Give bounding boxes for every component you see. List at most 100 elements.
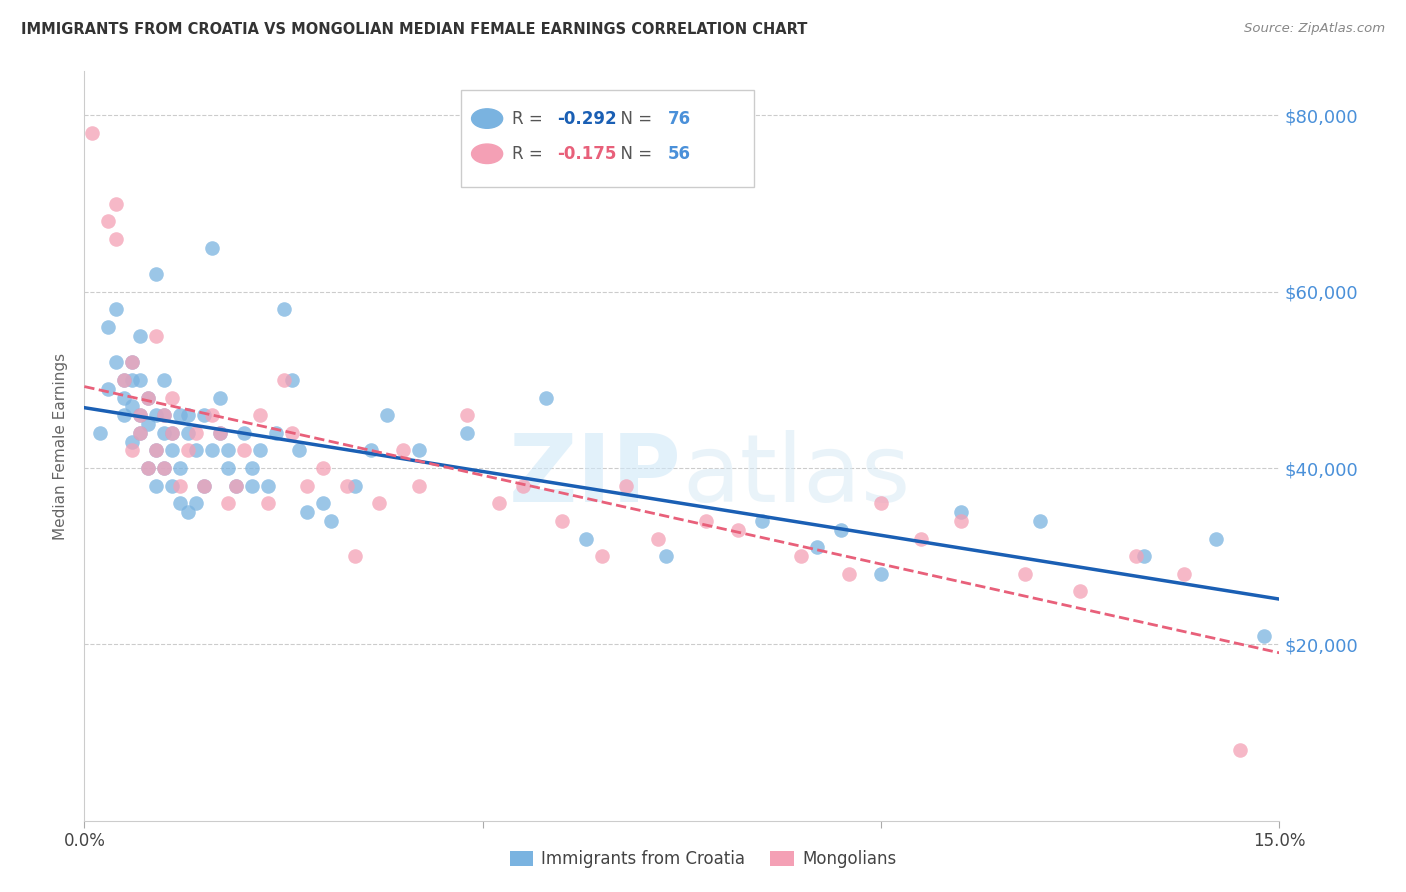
Point xyxy=(727,523,749,537)
Point xyxy=(112,391,135,405)
Point xyxy=(240,461,263,475)
Point xyxy=(870,496,893,510)
Point xyxy=(82,126,104,140)
Point xyxy=(512,478,534,492)
Point xyxy=(408,443,430,458)
Circle shape xyxy=(471,144,503,163)
Point xyxy=(136,391,159,405)
Point xyxy=(312,496,335,510)
Point xyxy=(160,478,183,492)
Point xyxy=(201,241,224,255)
Point xyxy=(456,408,478,422)
Point xyxy=(949,514,972,528)
Point xyxy=(256,478,278,492)
Point xyxy=(575,532,598,546)
Point xyxy=(225,478,247,492)
Point xyxy=(344,549,367,564)
Point xyxy=(1125,549,1147,564)
Point xyxy=(129,408,152,422)
Point xyxy=(408,478,430,492)
Text: N =: N = xyxy=(610,145,658,162)
Text: ZIP: ZIP xyxy=(509,430,682,522)
Point xyxy=(169,461,191,475)
Point xyxy=(169,408,191,422)
Point xyxy=(264,425,287,440)
Point xyxy=(232,443,254,458)
Point xyxy=(145,478,167,492)
Point xyxy=(169,496,191,510)
Point xyxy=(121,434,143,449)
Point xyxy=(806,541,828,555)
Point xyxy=(145,328,167,343)
Point xyxy=(153,461,176,475)
Point xyxy=(838,566,860,581)
Point xyxy=(321,514,343,528)
Text: IMMIGRANTS FROM CROATIA VS MONGOLIAN MEDIAN FEMALE EARNINGS CORRELATION CHART: IMMIGRANTS FROM CROATIA VS MONGOLIAN MED… xyxy=(21,22,807,37)
Point xyxy=(695,514,717,528)
Point xyxy=(790,549,813,564)
Point xyxy=(160,425,183,440)
Point xyxy=(1205,532,1227,546)
Point xyxy=(655,549,678,564)
Point xyxy=(136,461,159,475)
Point xyxy=(1133,549,1156,564)
Point xyxy=(1253,628,1275,642)
Point xyxy=(129,425,152,440)
Point xyxy=(591,549,613,564)
Point xyxy=(105,302,128,317)
Point xyxy=(910,532,932,546)
Point xyxy=(751,514,773,528)
Point xyxy=(105,196,128,211)
Point xyxy=(249,443,271,458)
Point xyxy=(949,505,972,519)
Point xyxy=(97,382,120,396)
Point xyxy=(112,373,135,387)
Point xyxy=(208,425,231,440)
Point xyxy=(145,267,167,281)
Point xyxy=(145,443,167,458)
Point xyxy=(368,496,391,510)
Text: atlas: atlas xyxy=(682,430,910,522)
Point xyxy=(217,496,239,510)
Point xyxy=(312,461,335,475)
Point xyxy=(184,425,207,440)
Point xyxy=(89,425,111,440)
Point xyxy=(344,478,367,492)
Text: R =: R = xyxy=(512,145,548,162)
Text: N =: N = xyxy=(610,110,658,128)
Point xyxy=(249,408,271,422)
Point xyxy=(280,373,302,387)
Y-axis label: Median Female Earnings: Median Female Earnings xyxy=(53,352,69,540)
Point xyxy=(1069,584,1091,599)
Point xyxy=(201,408,224,422)
Point xyxy=(551,514,574,528)
Point xyxy=(336,478,359,492)
Point xyxy=(280,425,302,440)
Point xyxy=(153,461,176,475)
Text: 56: 56 xyxy=(668,145,690,162)
Point xyxy=(160,391,183,405)
Text: Source: ZipAtlas.com: Source: ZipAtlas.com xyxy=(1244,22,1385,36)
Point xyxy=(105,232,128,246)
Point xyxy=(169,478,191,492)
Point xyxy=(145,443,167,458)
Point xyxy=(273,373,295,387)
Point xyxy=(488,496,510,510)
Point xyxy=(1173,566,1195,581)
Point xyxy=(136,391,159,405)
Point xyxy=(193,408,215,422)
Point xyxy=(136,417,159,431)
Point xyxy=(177,408,200,422)
Point xyxy=(121,443,143,458)
Point xyxy=(870,566,893,581)
Point xyxy=(297,505,319,519)
Point xyxy=(153,425,176,440)
Point xyxy=(232,425,254,440)
Point xyxy=(177,443,200,458)
Point xyxy=(129,373,152,387)
Point xyxy=(136,461,159,475)
Point xyxy=(97,214,120,228)
Point xyxy=(647,532,669,546)
Text: -0.175: -0.175 xyxy=(558,145,617,162)
Text: 76: 76 xyxy=(668,110,690,128)
